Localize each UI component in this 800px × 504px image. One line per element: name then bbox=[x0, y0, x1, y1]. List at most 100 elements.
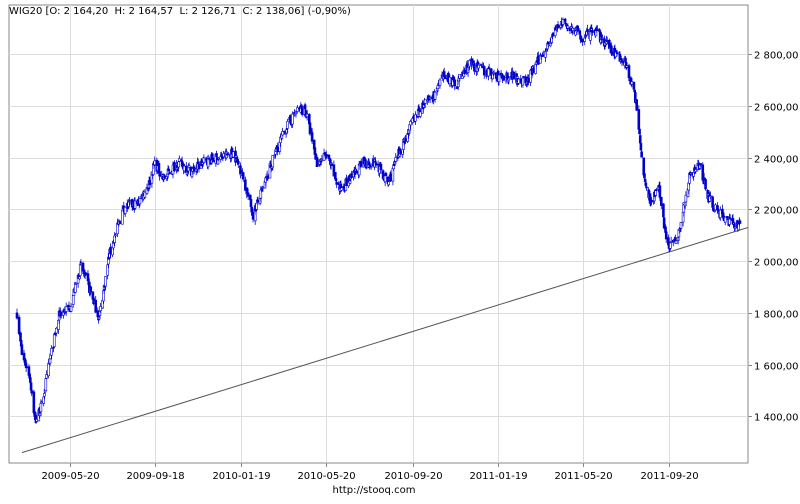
candle bbox=[497, 74, 501, 86]
candle-body bbox=[121, 209, 124, 225]
candle-body bbox=[639, 143, 643, 151]
candle-body bbox=[211, 153, 214, 161]
candle bbox=[478, 63, 481, 66]
candle-body bbox=[78, 276, 81, 280]
candle-body bbox=[546, 41, 550, 45]
candle-body bbox=[266, 175, 270, 179]
axis-layer: 1 400,00 1 600,00 1 800,00 2 000,00 2 200,00… bbox=[41, 51, 798, 483]
candle bbox=[44, 376, 48, 392]
candle-body bbox=[187, 165, 191, 168]
candle bbox=[635, 98, 639, 112]
candle-body bbox=[664, 231, 668, 240]
candle-body bbox=[84, 272, 88, 275]
candle-body bbox=[305, 113, 309, 118]
candle bbox=[216, 159, 220, 165]
candle-body bbox=[596, 28, 599, 31]
candle-body bbox=[605, 40, 609, 42]
candle-body bbox=[143, 191, 147, 198]
candle-body bbox=[55, 327, 58, 334]
candle-body bbox=[711, 196, 714, 208]
x-tick-label: 2010-01-19 bbox=[212, 471, 270, 482]
candle bbox=[232, 150, 235, 158]
candle-body bbox=[217, 157, 220, 160]
candle-body bbox=[133, 200, 137, 209]
candle bbox=[364, 157, 367, 167]
candle-body bbox=[230, 147, 234, 155]
candle bbox=[202, 154, 206, 165]
candle bbox=[728, 214, 732, 220]
candle-body bbox=[522, 76, 525, 78]
candle bbox=[709, 191, 712, 199]
y-tick-label: 1 800,00 bbox=[754, 310, 799, 321]
candle bbox=[694, 167, 698, 174]
y-tick-label: 1 600,00 bbox=[754, 362, 799, 373]
candle-body bbox=[576, 25, 579, 32]
candle bbox=[271, 155, 275, 171]
candle-body bbox=[69, 306, 73, 312]
candle-body bbox=[40, 401, 43, 404]
candle-body bbox=[473, 63, 476, 72]
candle-body bbox=[428, 97, 432, 99]
candle bbox=[674, 237, 678, 245]
legend-ticker: WIG20 bbox=[9, 6, 43, 17]
candle-body bbox=[276, 146, 279, 153]
candle-body bbox=[67, 305, 71, 308]
legend-ohlc: [O: 2 164,20 H: 2 164,57 L: 2 126,71 C: … bbox=[45, 6, 351, 17]
candle-body bbox=[102, 290, 105, 302]
candle-body bbox=[237, 160, 240, 165]
candle-body bbox=[206, 156, 210, 168]
candle-body bbox=[50, 348, 53, 356]
candle-body bbox=[537, 55, 540, 65]
candle-body bbox=[468, 60, 471, 67]
candle-body bbox=[374, 160, 377, 163]
candle bbox=[374, 157, 377, 164]
candle-body bbox=[32, 391, 36, 414]
candle-body bbox=[650, 199, 653, 203]
candle-body bbox=[182, 165, 186, 172]
candle-body bbox=[286, 121, 289, 129]
y-tick-label: 2 600,00 bbox=[754, 103, 799, 114]
candle bbox=[286, 118, 289, 133]
x-tick-label: 2011-05-20 bbox=[554, 471, 612, 482]
candle bbox=[660, 196, 663, 210]
candle-body bbox=[719, 209, 722, 219]
candle-body bbox=[345, 178, 348, 186]
candle-body bbox=[202, 157, 206, 163]
candle bbox=[69, 303, 73, 313]
candle bbox=[303, 102, 307, 111]
candle-body bbox=[57, 320, 60, 330]
candle bbox=[379, 162, 383, 174]
candle-body bbox=[255, 203, 258, 210]
x-tick-label: 2010-09-20 bbox=[384, 471, 442, 482]
candle bbox=[237, 159, 240, 168]
y-tick-label: 2 800,00 bbox=[754, 51, 799, 62]
candle-body bbox=[128, 200, 132, 203]
candle-body bbox=[281, 131, 284, 136]
candle-body bbox=[244, 179, 247, 191]
candle bbox=[414, 111, 417, 125]
candle-body bbox=[47, 362, 50, 377]
candle bbox=[15, 308, 19, 320]
candle-body bbox=[44, 378, 48, 392]
candle-body bbox=[369, 166, 373, 169]
candle-body bbox=[566, 25, 570, 29]
candle bbox=[482, 65, 486, 79]
candle bbox=[369, 163, 373, 170]
candle-body bbox=[561, 19, 565, 25]
candle-body bbox=[268, 163, 272, 179]
candle-body bbox=[300, 108, 304, 115]
candle-body bbox=[387, 181, 390, 186]
candle-body bbox=[713, 210, 717, 212]
candle-body bbox=[178, 158, 181, 162]
candle bbox=[600, 34, 604, 44]
candle bbox=[340, 185, 343, 192]
candle-body bbox=[99, 306, 102, 312]
candle-body bbox=[507, 77, 511, 81]
candle-body bbox=[630, 81, 634, 85]
candle-body bbox=[709, 195, 712, 198]
candle bbox=[78, 276, 81, 280]
candle bbox=[453, 76, 457, 91]
candle-body bbox=[222, 153, 225, 158]
candle-body bbox=[25, 366, 29, 369]
candle-body bbox=[379, 163, 383, 171]
